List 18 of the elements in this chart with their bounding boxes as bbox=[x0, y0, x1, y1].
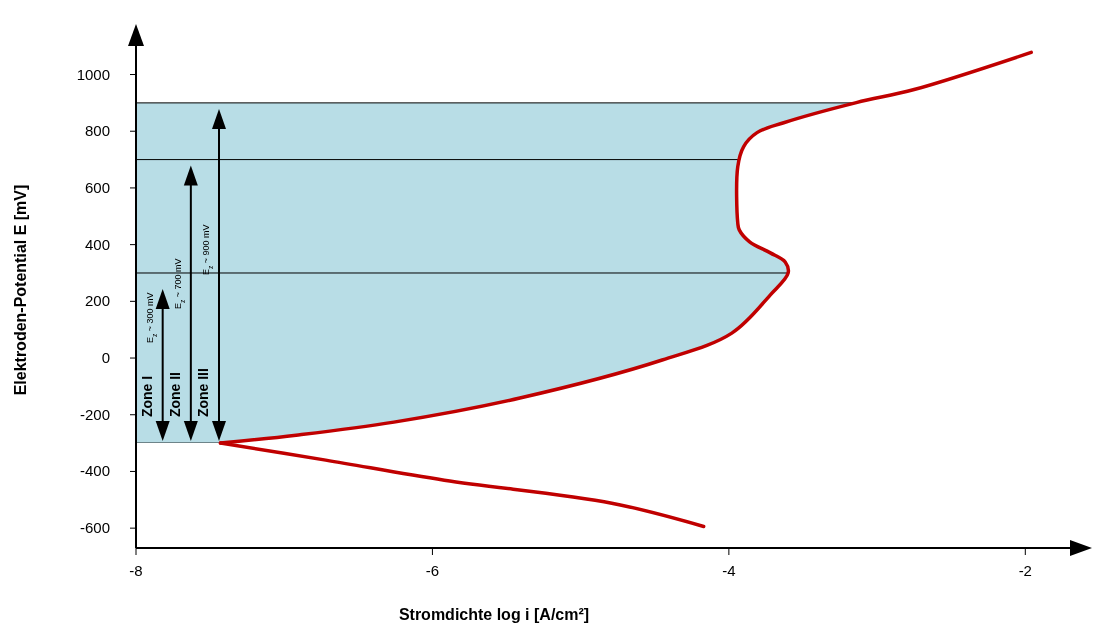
x-tick-label: -8 bbox=[129, 562, 143, 579]
y-tick-label: -600 bbox=[79, 519, 110, 537]
x-tick-label: -6 bbox=[425, 562, 440, 579]
y-tick-label: 200 bbox=[84, 292, 110, 310]
annotation: Zone I bbox=[138, 375, 155, 418]
y-tick-label: 1000 bbox=[76, 65, 110, 83]
x-tick-label: -4 bbox=[722, 562, 736, 579]
annotation: Zone II bbox=[166, 371, 183, 418]
y-tick-label: 800 bbox=[84, 122, 110, 140]
x-axis-title: Stromdichte log i [A/cm²] bbox=[398, 606, 590, 623]
x-tick-label: -2 bbox=[1018, 562, 1032, 579]
y-axis-title: Elektroden-Potential E [mV] bbox=[12, 184, 29, 396]
y-tick-label: 400 bbox=[84, 235, 110, 253]
y-tick-label: 0 bbox=[101, 349, 110, 367]
annotation: Zone III bbox=[195, 368, 211, 418]
y-tick-label: -400 bbox=[79, 462, 110, 480]
y-tick-label: -200 bbox=[79, 405, 110, 423]
y-tick-label: 600 bbox=[84, 178, 110, 196]
